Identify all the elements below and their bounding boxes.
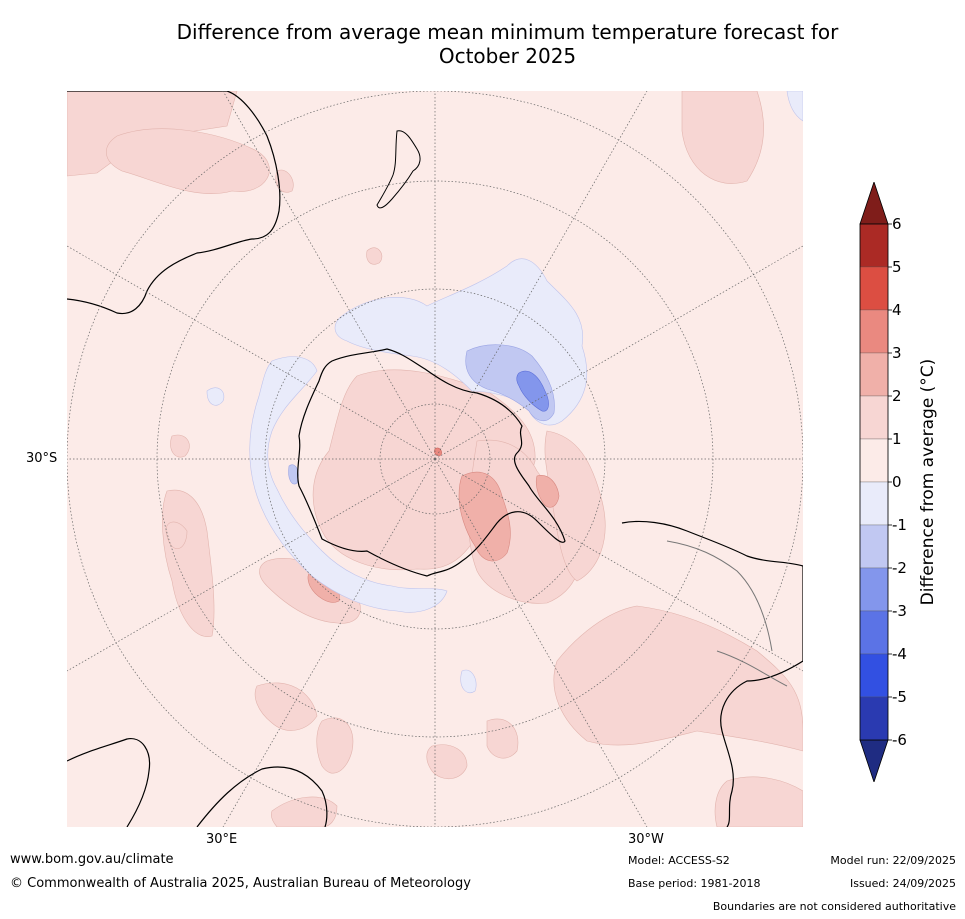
colorbar-bin-11 [859, 696, 889, 741]
colorbar-tick-label: 2 [892, 387, 902, 405]
colorbar-bin-3 [859, 352, 889, 397]
colorbar-tick-label: -6 [892, 731, 907, 749]
colorbar-tick-label: -1 [892, 516, 907, 534]
polar-map[interactable] [67, 91, 803, 827]
colorbar-under-extension [859, 739, 889, 784]
colorbar-bin-9 [859, 610, 889, 655]
colorbar-tick-label: -5 [892, 688, 907, 706]
colorbar-bin-7 [859, 524, 889, 569]
south-america-borders [666, 540, 788, 687]
colorbar-tick-label: -2 [892, 559, 907, 577]
colorbar-bin-5 [859, 438, 889, 483]
colorbar-bin-2 [859, 309, 889, 354]
title-line-2: October 2025 [438, 44, 577, 68]
footer-disclaimer: Boundaries are not considered authoritat… [712, 900, 956, 913]
longitude-label-30e: 30°E [206, 832, 238, 847]
anomaly-minus3-to-minus2 [516, 370, 549, 412]
colorbar-tick-label: -4 [892, 645, 907, 663]
australia-coastline [67, 91, 281, 315]
map-canvas [67, 91, 803, 827]
africa-coastline [67, 738, 328, 827]
colorbar-over-extension [859, 180, 889, 225]
footer-website[interactable]: www.bom.gov.au/climate [10, 852, 174, 867]
colorbar-bin-1 [859, 266, 889, 311]
colorbar-tick-label: 6 [892, 215, 902, 233]
colorbar-tick-label: 3 [892, 344, 902, 362]
antarctica-coastline [297, 348, 566, 577]
colorbar-title: Difference from average (°C) [918, 358, 938, 606]
anomaly-3-to-4 [434, 447, 442, 456]
footer-model: Model: ACCESS-S2 [628, 854, 730, 867]
title-line-1: Difference from average mean minimum tem… [176, 20, 839, 44]
colorbar-tick-label: 5 [892, 258, 902, 276]
colorbar: 6 5 4 3 2 1 0 -1 -2 -3 -4 -5 -6 [858, 180, 958, 784]
colorbar-bin-0 [859, 223, 889, 268]
chart-title: Difference from average mean minimum tem… [50, 20, 965, 68]
colorbar-bin-8 [859, 567, 889, 612]
colorbar-tick-label: 0 [892, 473, 902, 491]
longitude-label-30w: 30°W [628, 832, 664, 847]
colorbar-tick-label: -3 [892, 602, 907, 620]
south-america-coastline [621, 520, 803, 827]
colorbar-tick-label: 1 [892, 430, 902, 448]
new-zealand-coastline [376, 130, 421, 209]
colorbar-tick-label: 4 [892, 301, 902, 319]
footer-issued: Issued: 24/09/2025 [849, 877, 956, 890]
colorbar-bin-10 [859, 653, 889, 698]
latitude-label-30s: 30°S [26, 451, 58, 466]
footer-model-run: Model run: 22/09/2025 [830, 854, 956, 867]
footer-copyright: © Commonwealth of Australia 2025, Austra… [10, 876, 471, 891]
colorbar-canvas: 6 5 4 3 2 1 0 -1 -2 -3 -4 -5 -6 [859, 180, 907, 784]
graticule-meridians [67, 91, 803, 827]
footer-base-period: Base period: 1981-2018 [628, 877, 761, 890]
colorbar-bin-6 [859, 481, 889, 526]
colorbar-bin-4 [859, 395, 889, 440]
